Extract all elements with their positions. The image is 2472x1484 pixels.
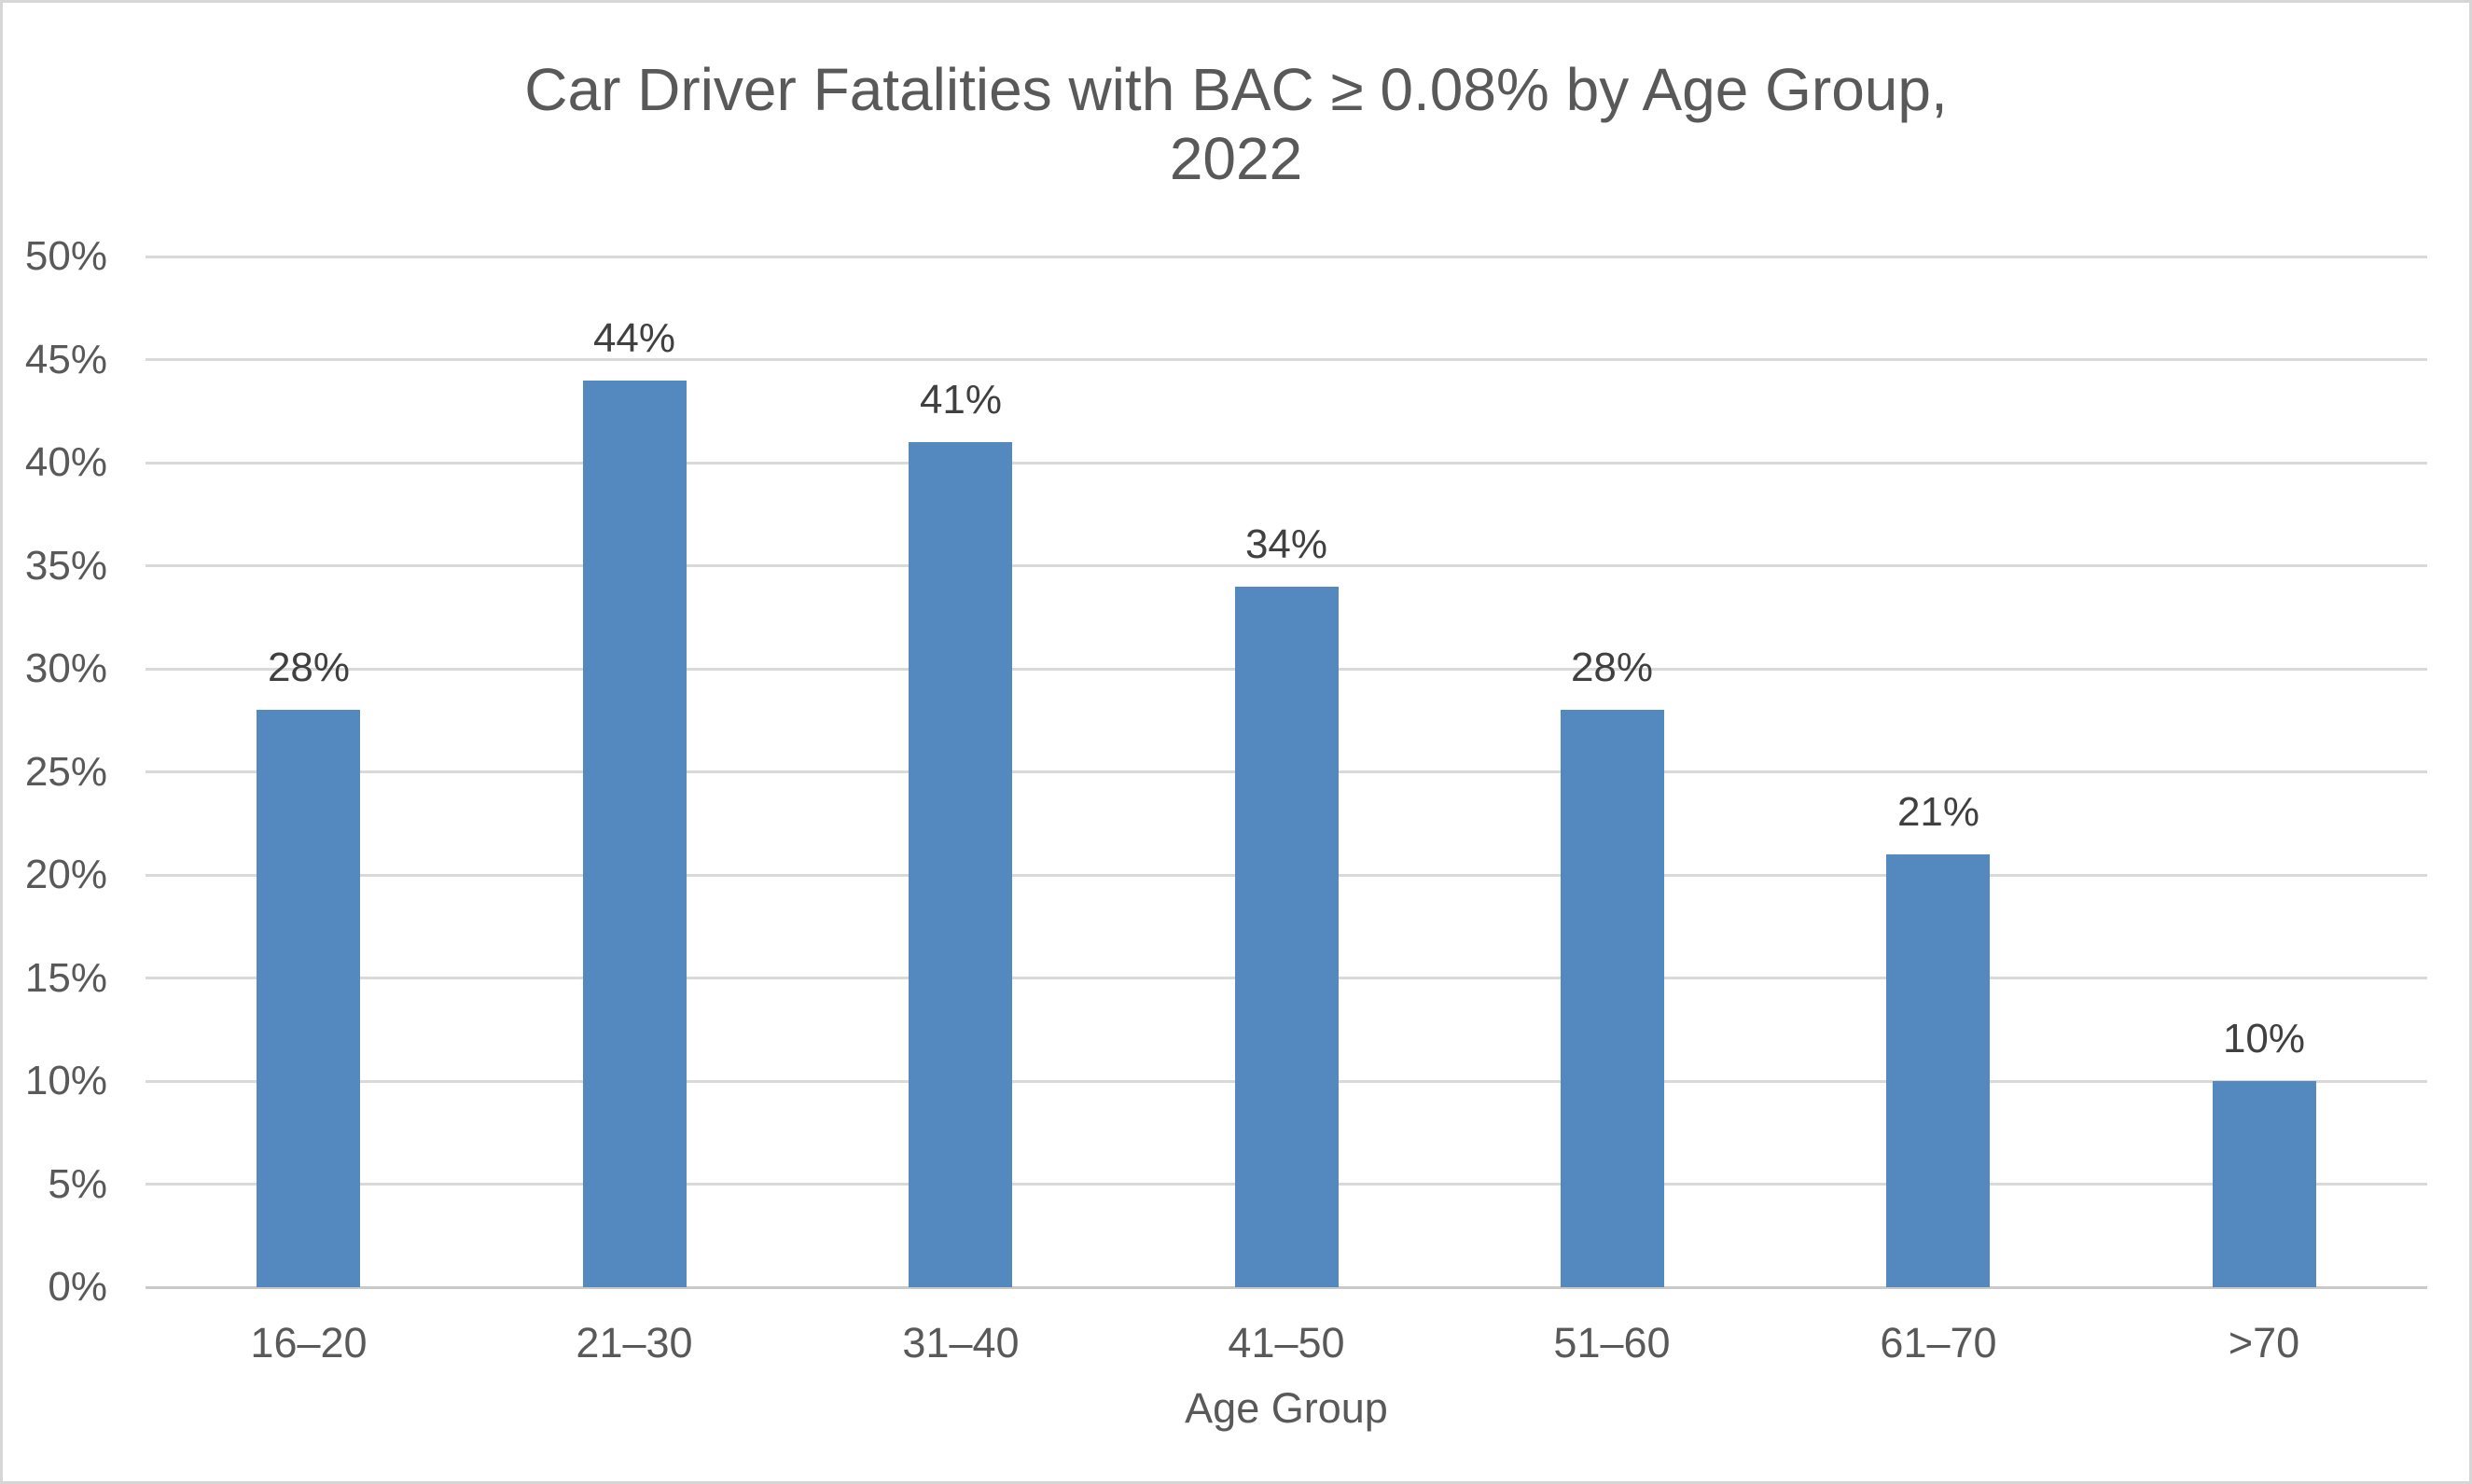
y-axis-tick-label: 50% xyxy=(24,233,107,279)
y-axis-tick-label: 25% xyxy=(24,749,107,795)
x-axis-tick-label: 61–70 xyxy=(1880,1319,1997,1366)
chart-title: Car Driver Fatalities with BAC ≥ 0.08% b… xyxy=(3,55,2469,193)
bar-51-60 xyxy=(1561,710,1664,1287)
plot-area: 0% 5% 10% 15% 20% 25% 30% 35% 40% 45% 50% 28% 16–20 4… xyxy=(3,3,2469,1481)
x-axis-tick-label: >70 xyxy=(2228,1319,2300,1366)
bar-value-label: 34% xyxy=(1244,521,1328,567)
gridline xyxy=(146,256,2427,258)
bar-value-label: 21% xyxy=(1896,789,1980,835)
y-axis-tick-label: 35% xyxy=(24,543,107,589)
y-axis-tick-label: 0% xyxy=(48,1264,107,1310)
y-axis-tick-label: 20% xyxy=(24,852,107,897)
bar-value-label: 28% xyxy=(1570,645,1654,690)
bar-70 xyxy=(2213,1081,2316,1287)
chart-title-line1: Car Driver Fatalities with BAC ≥ 0.08% b… xyxy=(524,56,1948,123)
bar-value-label: 41% xyxy=(919,377,1003,423)
bar-61-70 xyxy=(1886,854,1990,1287)
bar-21-30 xyxy=(583,381,687,1287)
x-axis-tick-label: 21–30 xyxy=(576,1319,693,1366)
x-axis-tick-label: 16–20 xyxy=(250,1319,368,1366)
gridline xyxy=(146,564,2427,567)
gridline xyxy=(146,462,2427,465)
chart-title-line2: 2022 xyxy=(1169,125,1303,192)
x-axis-tick-label: 31–40 xyxy=(902,1319,1020,1366)
bar-value-label: 28% xyxy=(267,645,351,690)
gridline xyxy=(146,358,2427,361)
x-axis-title: Age Group xyxy=(1185,1384,1388,1432)
bar-value-label: 44% xyxy=(592,315,676,361)
y-axis-tick-label: 15% xyxy=(24,955,107,1001)
y-axis-tick-label: 10% xyxy=(24,1058,107,1103)
y-axis-tick-label: 40% xyxy=(24,439,107,485)
y-axis-tick-label: 5% xyxy=(48,1161,107,1207)
x-axis-tick-label: 51–60 xyxy=(1553,1319,1671,1366)
y-axis-tick-label: 45% xyxy=(24,337,107,382)
bar-16-20 xyxy=(257,710,360,1287)
x-axis-line xyxy=(146,1286,2427,1289)
bar-31-40 xyxy=(909,442,1012,1287)
bar-value-label: 10% xyxy=(2222,1016,2306,1061)
x-axis-tick-label: 41–50 xyxy=(1228,1319,1345,1366)
bar-41-50 xyxy=(1235,587,1339,1287)
y-axis-tick-label: 30% xyxy=(24,645,107,691)
